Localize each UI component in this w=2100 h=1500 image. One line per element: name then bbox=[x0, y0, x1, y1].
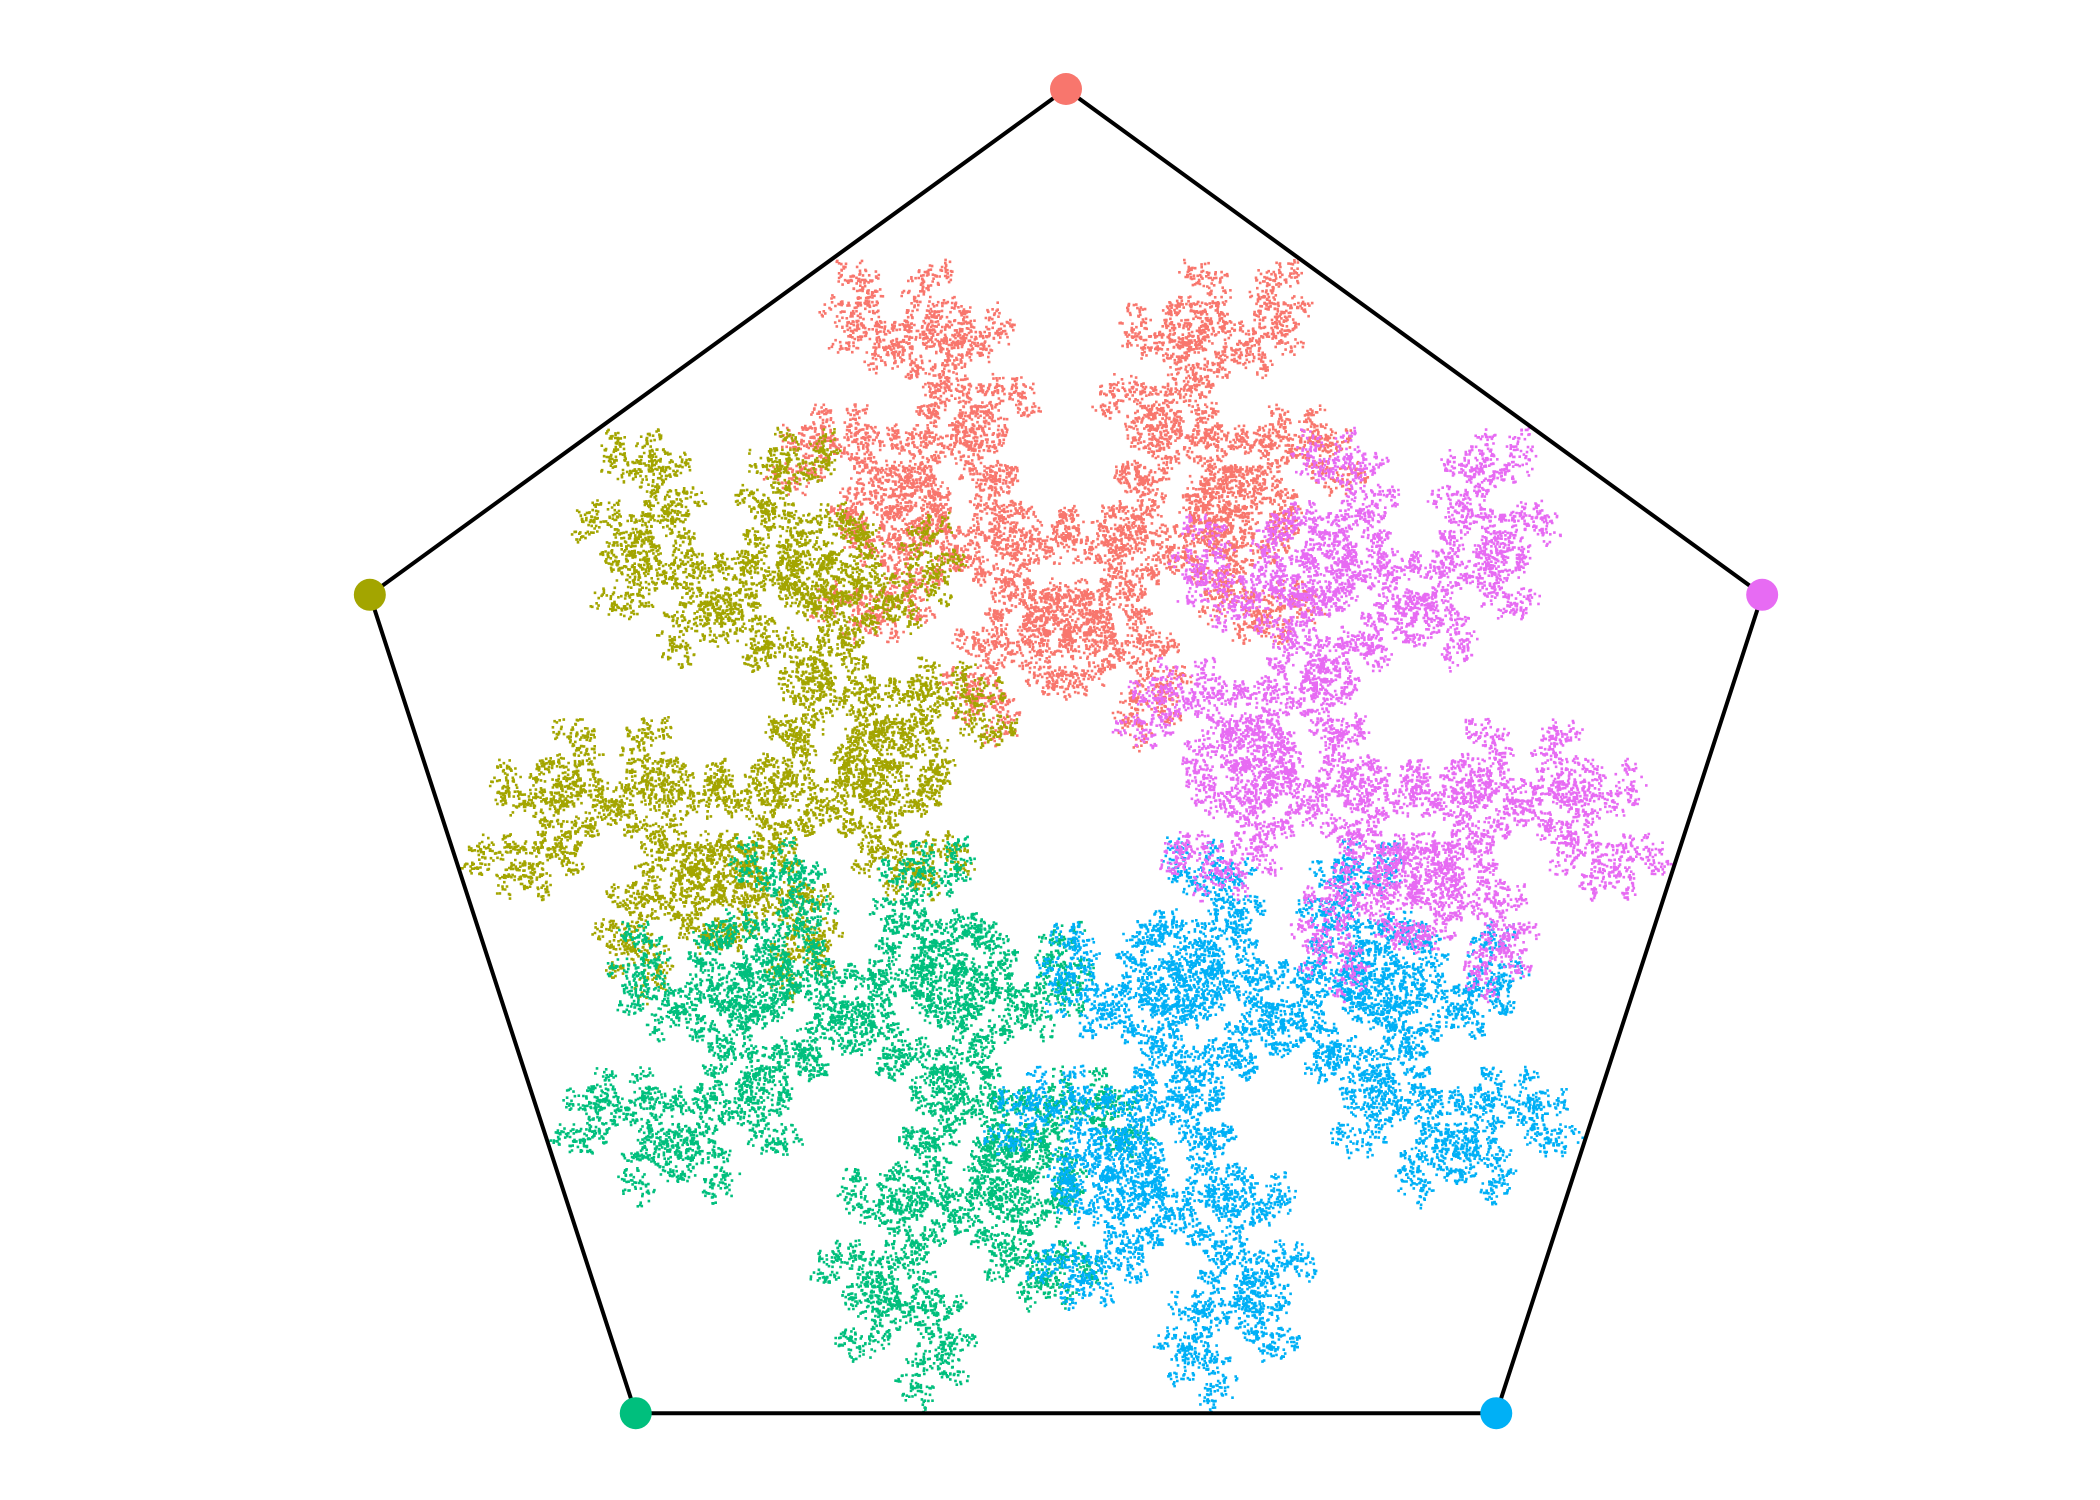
vertex-dot bbox=[353, 578, 386, 611]
vertex-dot bbox=[1480, 1397, 1513, 1430]
fractal-points bbox=[459, 258, 1673, 1414]
vertex-dot bbox=[1050, 73, 1082, 105]
vertices bbox=[353, 73, 1779, 1430]
pentagon-frame bbox=[367, 87, 1765, 1416]
point-cloud bbox=[762, 258, 1370, 753]
point-cloud bbox=[1111, 426, 1673, 1004]
vertex-dot bbox=[1746, 578, 1779, 611]
point-cloud bbox=[983, 836, 1584, 1414]
pentagon-outline bbox=[367, 87, 1765, 1416]
point-cloud bbox=[549, 835, 1156, 1414]
vertex-dot bbox=[619, 1397, 652, 1430]
